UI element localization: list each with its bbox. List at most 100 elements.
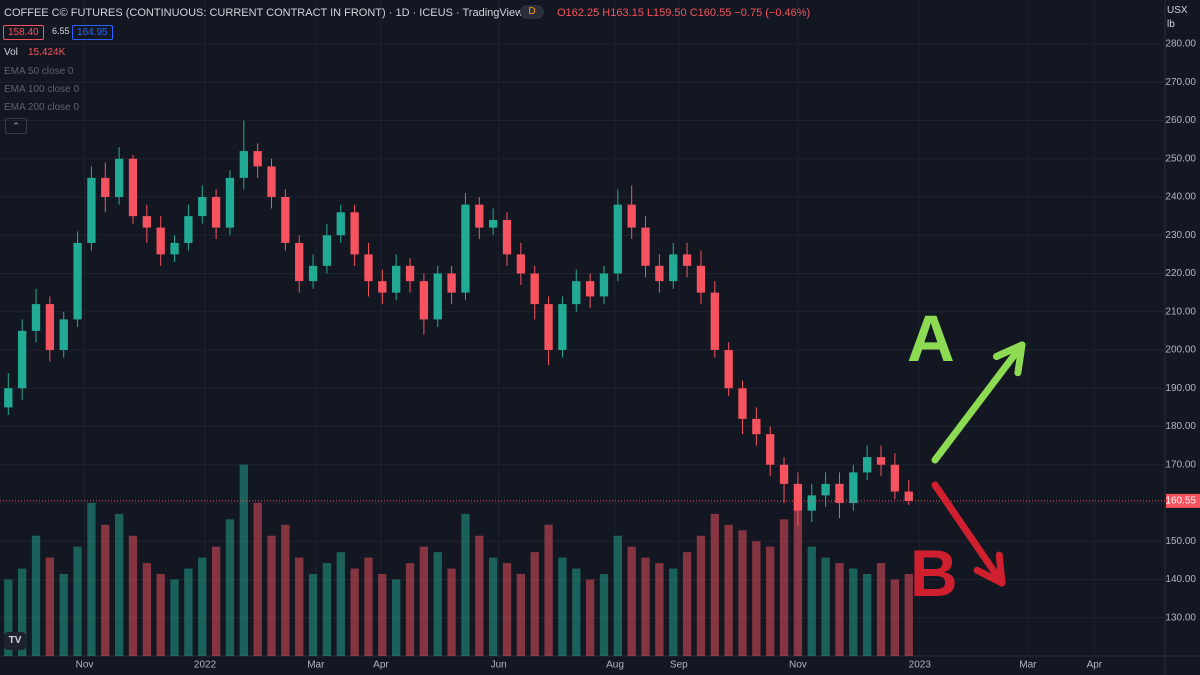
volume-bar (87, 502, 96, 656)
candle-body (392, 265, 401, 293)
volume-bar (696, 535, 706, 656)
bid[interactable]: 158.40 (3, 25, 44, 40)
volume-bar (821, 557, 830, 656)
vol-value: 15.424K (28, 47, 66, 58)
unit[interactable]: lb (1167, 19, 1175, 30)
volume-bar (613, 535, 622, 656)
collapse-button[interactable]: ⌃ (5, 118, 27, 134)
volume-bar (405, 563, 415, 656)
candle-body (904, 491, 913, 501)
volume-bar (295, 557, 304, 656)
volume-bar (461, 513, 470, 656)
candle-body (488, 219, 498, 228)
indicator[interactable]: EMA 200 close 0 (4, 102, 80, 113)
candle-body (821, 483, 830, 496)
arrow-down (931, 481, 1006, 587)
volume-bar (239, 464, 248, 656)
volume-bar (31, 535, 41, 656)
volume-bar (558, 557, 567, 656)
candle-body (253, 151, 262, 167)
volume-bar (766, 546, 775, 656)
candle-body (73, 242, 82, 320)
candle-body (627, 204, 636, 228)
volume-bar (336, 552, 345, 656)
x-tick-label: Mar (307, 660, 325, 671)
volume-bar (516, 574, 526, 656)
volume-bar (114, 513, 124, 656)
candle-body (807, 495, 816, 511)
volume-bar (156, 574, 165, 656)
volume-bar (253, 502, 262, 656)
y-tick-label: 150.00 (1165, 536, 1196, 547)
ask[interactable]: 164.95 (72, 25, 113, 40)
volume-bar (710, 513, 719, 656)
candle-body (59, 319, 68, 350)
volume-bar (475, 535, 484, 656)
candle-body (336, 212, 345, 236)
candle-body (170, 242, 179, 255)
volume-bar (738, 530, 747, 656)
logo[interactable]: TV (4, 632, 26, 650)
candle-body (142, 216, 151, 228)
candle-body (696, 265, 706, 293)
candle-body (419, 281, 429, 320)
volume-bar (572, 568, 581, 656)
candle-body (835, 483, 844, 503)
y-tick-label: 280.00 (1165, 39, 1196, 50)
volume-bar (419, 546, 429, 656)
volume-bar (322, 563, 332, 656)
volume-bar (669, 568, 678, 656)
candle-body (641, 227, 650, 266)
volume-bar (184, 568, 193, 656)
volume-bar (45, 557, 55, 656)
candle-body (558, 304, 567, 350)
candle-body (114, 158, 124, 197)
candle-body (613, 204, 622, 274)
volume-bar (793, 502, 803, 656)
candle-body (87, 177, 96, 243)
volume-bar (4, 579, 13, 656)
candle-body (530, 273, 539, 305)
indicator[interactable]: EMA 50 close 0 (4, 66, 74, 77)
currency[interactable]: USX (1167, 5, 1188, 16)
last-price-label: 160.55 (1165, 496, 1196, 507)
volume-bar (18, 568, 27, 656)
indicator[interactable]: EMA 100 close 0 (4, 84, 80, 95)
candle-body (211, 196, 221, 228)
y-tick-label: 220.00 (1165, 268, 1196, 279)
candle-body (682, 254, 692, 266)
volume-bar (599, 574, 609, 656)
candle-body (849, 472, 858, 503)
candle-body (4, 388, 13, 408)
candle-body (544, 304, 553, 350)
y-tick-label: 180.00 (1165, 421, 1196, 432)
volume-bar (544, 524, 553, 656)
candle-body (779, 464, 789, 484)
x-tick-label: Nov (76, 660, 94, 671)
volume-bar (849, 568, 858, 656)
candle-body (669, 254, 678, 282)
volume-bar (308, 574, 318, 656)
arrow-up (931, 341, 1026, 464)
x-tick-label: Apr (1087, 660, 1103, 671)
volume-bar (128, 535, 138, 656)
candle-body (710, 292, 719, 350)
volume-bar (488, 557, 498, 656)
volume-bar (807, 546, 816, 656)
candle-body (308, 265, 318, 282)
x-tick-label: Aug (606, 660, 624, 671)
candle-body (350, 212, 359, 255)
volume-bar (779, 519, 789, 656)
y-tick-label: 140.00 (1165, 574, 1196, 585)
volume-bar (655, 563, 664, 656)
annotation: B (910, 536, 958, 610)
x-tick-label: 2022 (194, 660, 217, 671)
volume-bar (198, 557, 207, 656)
arrow-down (973, 566, 1006, 587)
market-badge[interactable]: D (520, 5, 544, 19)
volume-bar (682, 552, 692, 656)
volume-bar (752, 541, 761, 656)
candle-body (585, 281, 595, 297)
candle-body (364, 254, 373, 282)
